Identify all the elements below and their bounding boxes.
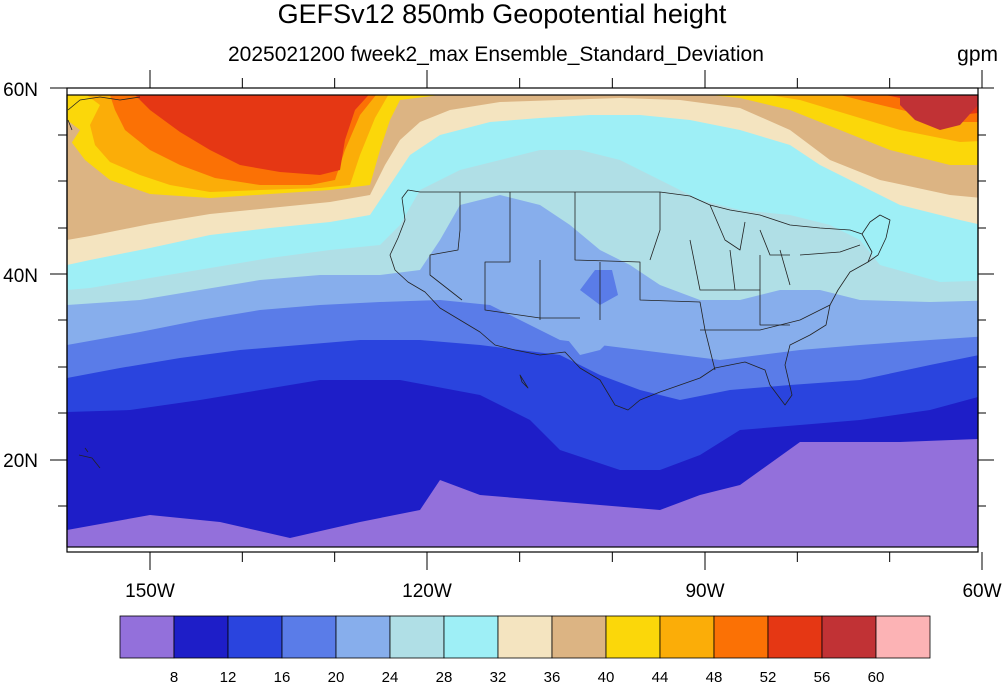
- colorbar-level-label: 44: [652, 669, 669, 683]
- colorbar-level-label: 32: [490, 669, 507, 683]
- colorbar-level-label: 36: [544, 669, 561, 683]
- units-label: gpm: [957, 43, 998, 66]
- colorbar-level-label: 20: [328, 669, 345, 683]
- colorbar-swatch: [551, 615, 607, 659]
- colorbar-swatch: [821, 615, 877, 659]
- colorbar-level-label: 60: [868, 669, 885, 683]
- colorbar-swatch: [659, 615, 715, 659]
- colorbar-level-label: 24: [382, 669, 399, 683]
- colorbar: 8 12 16 20 24 28 32 36 40 44 48 52 56 60: [119, 615, 931, 683]
- colorbar-level-label: 48: [706, 669, 723, 683]
- colorbar-level-label: 8: [170, 669, 178, 683]
- map-subtitle: 2025021200 fweek2_max Ensemble_Standard_…: [228, 43, 764, 66]
- map-title: GEFSv12 850mb Geopotential height: [277, 0, 727, 29]
- colorbar-swatch: [281, 615, 337, 659]
- colorbar-swatch: [497, 615, 553, 659]
- colorbar-swatch: [875, 615, 931, 659]
- lat-label-60n: 60N: [3, 80, 38, 101]
- colorbar-level-label: 16: [274, 669, 291, 683]
- lon-label-60w: 60W: [962, 581, 1001, 602]
- colorbar-swatch: [443, 615, 499, 659]
- lon-label-120w: 120W: [402, 581, 452, 602]
- colorbar-swatch: [119, 615, 175, 659]
- lon-label-90w: 90W: [685, 581, 724, 602]
- lat-label-40n: 40N: [3, 266, 38, 287]
- colorbar-swatch: [713, 615, 769, 659]
- colorbar-swatch: [173, 615, 229, 659]
- colorbar-level-label: 52: [760, 669, 777, 683]
- colorbar-swatch: [605, 615, 661, 659]
- colorbar-swatch: [389, 615, 445, 659]
- coastlines-and-borders: [67, 96, 891, 469]
- lon-label-150w: 150W: [125, 581, 175, 602]
- colorbar-swatch: [227, 615, 283, 659]
- lat-label-20n: 20N: [3, 451, 38, 472]
- colorbar-swatch: [335, 615, 391, 659]
- colorbar-level-label: 12: [220, 669, 237, 683]
- axis-ticks: [50, 70, 994, 570]
- colorbar-level-label: 56: [814, 669, 831, 683]
- colorbar-level-label: 40: [598, 669, 615, 683]
- colorbar-level-label: 28: [436, 669, 453, 683]
- colorbar-swatch: [767, 615, 823, 659]
